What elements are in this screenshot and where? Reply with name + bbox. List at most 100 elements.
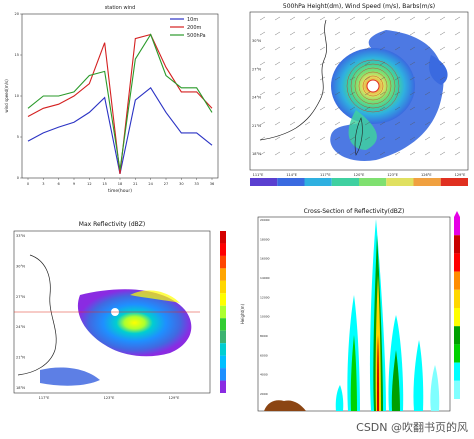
x-tick-label: 27 <box>164 182 168 186</box>
wind-barb <box>349 121 356 126</box>
x-tick-label: 0 <box>27 182 29 186</box>
wind-barb <box>304 136 311 141</box>
wind-barb <box>454 136 461 141</box>
x-tick-label: 117°E <box>39 396 50 400</box>
colorbar-swatch <box>220 255 226 269</box>
wind-barb <box>319 31 326 36</box>
wind-barb <box>364 16 371 21</box>
wind-barb <box>259 121 266 126</box>
wind-barb <box>439 106 446 111</box>
wind-barb <box>304 16 311 21</box>
wind-barb <box>394 121 401 126</box>
colorbar-swatch <box>220 330 226 344</box>
x-tick-label: 21 <box>133 182 137 186</box>
y-tick-label: 20000 <box>260 218 270 222</box>
y-tick-label: 33°N <box>16 234 25 238</box>
wind-barb <box>304 76 311 81</box>
wind-barb <box>439 31 446 36</box>
wind-barb <box>289 136 296 141</box>
colorbar-swatch <box>454 362 460 381</box>
wind-barb <box>364 46 371 51</box>
wind-barb <box>439 76 446 81</box>
colorbar-swatch <box>250 178 278 186</box>
x-axis-label: time(hour) <box>108 188 132 194</box>
colorbar-swatch <box>220 318 226 331</box>
wind-barb <box>379 106 386 111</box>
wind-barb <box>349 16 356 21</box>
x-tick-label: 129°E <box>455 173 466 177</box>
wind-barb <box>274 106 281 111</box>
wind-barb <box>274 151 281 156</box>
wind-barb <box>319 151 326 156</box>
wind-barb <box>424 61 431 66</box>
wind-barb <box>454 31 461 36</box>
y-tick-label: 27°N <box>252 67 261 71</box>
wind-barb <box>409 121 416 126</box>
wind-barb <box>409 76 416 81</box>
wind-barb <box>424 46 431 51</box>
wind-barb <box>394 151 401 156</box>
wind-barb <box>349 106 356 111</box>
wind-barb <box>319 136 326 141</box>
wind-barb <box>424 121 431 126</box>
reflectivity-storm <box>77 289 192 357</box>
wind-barb <box>409 136 416 141</box>
wind-barb <box>394 16 401 21</box>
wind-barb <box>319 46 326 51</box>
colorbar-swatch <box>220 268 226 281</box>
wind-barb <box>454 76 461 81</box>
wind-barb <box>304 106 311 111</box>
wind-barb <box>334 136 341 141</box>
wind-barb <box>349 46 356 51</box>
y-tick-label: 14000 <box>260 276 270 280</box>
storm-outer-band-fragment <box>429 55 448 85</box>
wind-barb <box>274 16 281 21</box>
storm-rainband <box>348 110 377 150</box>
wind-barb <box>394 76 401 81</box>
y-tick-label: 18°N <box>16 386 25 390</box>
reflectivity-cells <box>335 219 440 411</box>
y-tick-label: 15 <box>15 53 19 57</box>
wind-barb <box>379 76 386 81</box>
max-reflectivity-title: Max Reflectivity (dBZ) <box>78 221 146 228</box>
wind-barb <box>424 76 431 81</box>
wind-barb <box>334 106 341 111</box>
wind-barb <box>274 61 281 66</box>
colorbar-swatch <box>220 293 226 306</box>
wind-barb <box>424 151 431 156</box>
wind-barb <box>364 136 371 141</box>
wind-barb <box>319 16 326 21</box>
y-tick-label: 2000 <box>260 392 268 396</box>
taiwan-outline <box>354 117 363 156</box>
x-tick-label: 36 <box>210 182 214 186</box>
x-tick-label: 30 <box>179 182 183 186</box>
wind-barb <box>289 76 296 81</box>
wind-barb <box>394 136 401 141</box>
wind-barb <box>379 46 386 51</box>
terrain <box>264 400 306 411</box>
wind-barb <box>259 106 266 111</box>
colorbar-swatch <box>220 280 226 294</box>
wind-barb <box>454 46 461 51</box>
wind-barb <box>439 136 446 141</box>
wind-barb <box>349 31 356 36</box>
colorbar-swatch <box>220 355 226 369</box>
x-tick-label: 111°E <box>253 173 264 177</box>
wind-barb <box>454 91 461 96</box>
colorbar-swatch <box>454 271 460 290</box>
y-tick-label: 8000 <box>260 334 268 338</box>
reflectivity-south <box>40 367 100 386</box>
y-tick-label: 27°N <box>16 295 25 299</box>
wind-barb <box>379 16 386 21</box>
x-tick-label: 24 <box>148 182 153 186</box>
wind-barb <box>289 91 296 96</box>
wind-barb <box>304 61 311 66</box>
max-reflectivity-map: 117°E 123°E 129°E 33°N 30°N 27°N 24°N 21°N 18°N <box>13 230 226 400</box>
wind-barb <box>289 106 296 111</box>
x-tick-label: 120°E <box>354 173 365 177</box>
wind-barb <box>349 136 356 141</box>
storm-eye <box>366 79 380 93</box>
wind-barb <box>274 46 281 51</box>
coastline <box>17 254 57 376</box>
max-reflectivity-panel: 117°E 123°E 129°E 33°N 30°N 27°N 24°N 21°N 18°N … <box>0 215 236 405</box>
